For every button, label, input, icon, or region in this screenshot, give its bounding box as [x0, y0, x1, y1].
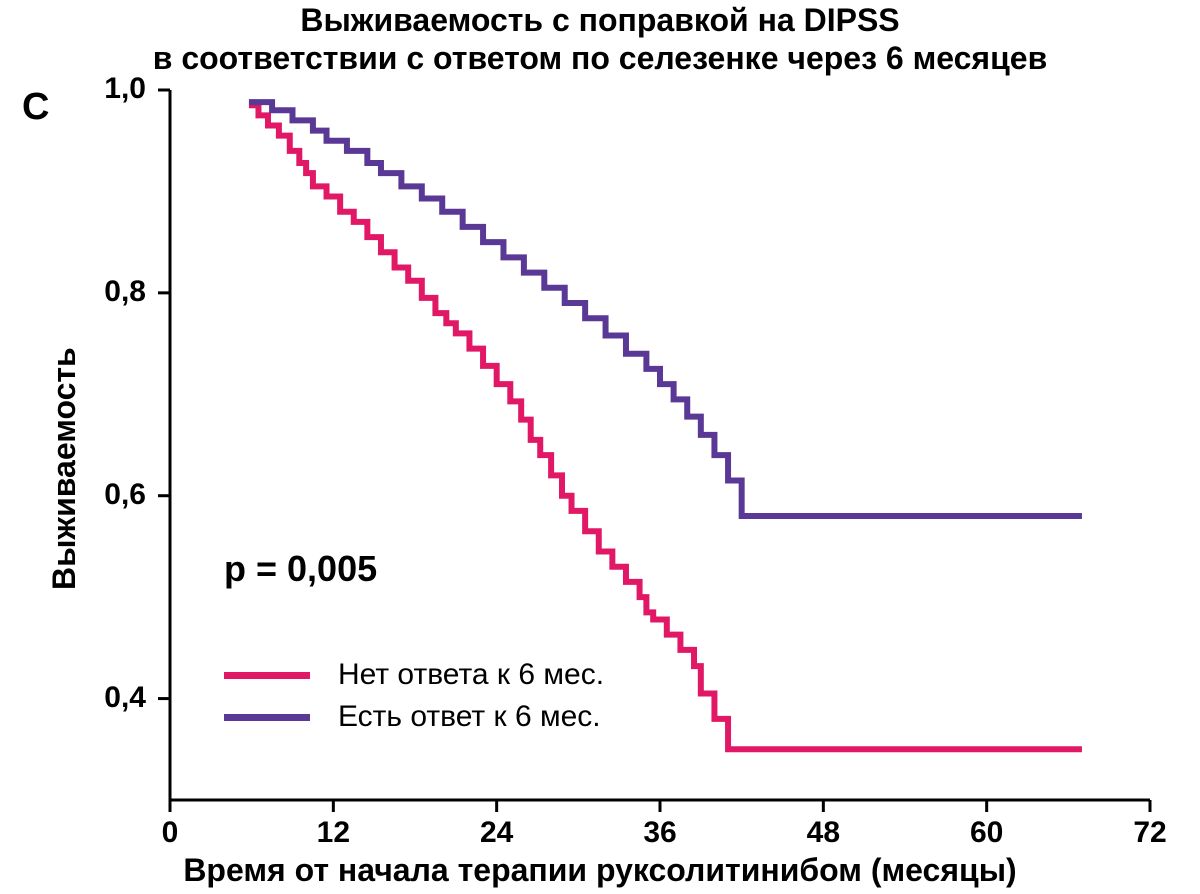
y-tick-label: 0,4	[0, 681, 146, 715]
x-tick-label: 72	[1110, 816, 1190, 850]
x-tick-label: 36	[620, 816, 700, 850]
series-no_response_6mo	[249, 105, 1082, 749]
legend-item-1: Есть ответ к 6 мес.	[224, 700, 604, 734]
x-tick-label: 0	[130, 816, 210, 850]
p-value-text: p = 0,005	[224, 548, 377, 590]
x-tick-label: 24	[457, 816, 537, 850]
x-tick-label: 12	[293, 816, 373, 850]
legend-label-1: Есть ответ к 6 мес.	[338, 700, 601, 734]
plot-svg	[0, 0, 1200, 894]
legend-swatch-0	[224, 672, 310, 679]
x-tick-label: 60	[947, 816, 1027, 850]
x-tick-label: 48	[783, 816, 863, 850]
legend-label-0: Нет ответа к 6 мес.	[338, 658, 604, 692]
y-tick-label: 0,8	[0, 275, 146, 309]
series-response_6mo	[249, 102, 1082, 516]
legend: Нет ответа к 6 мес. Есть ответ к 6 мес.	[224, 658, 604, 742]
legend-swatch-1	[224, 714, 310, 721]
y-tick-label: 1,0	[0, 72, 146, 106]
legend-item-0: Нет ответа к 6 мес.	[224, 658, 604, 692]
chart-container: Выживаемость с поправкой на DIPSS в соот…	[0, 0, 1200, 894]
y-tick-label: 0,6	[0, 478, 146, 512]
